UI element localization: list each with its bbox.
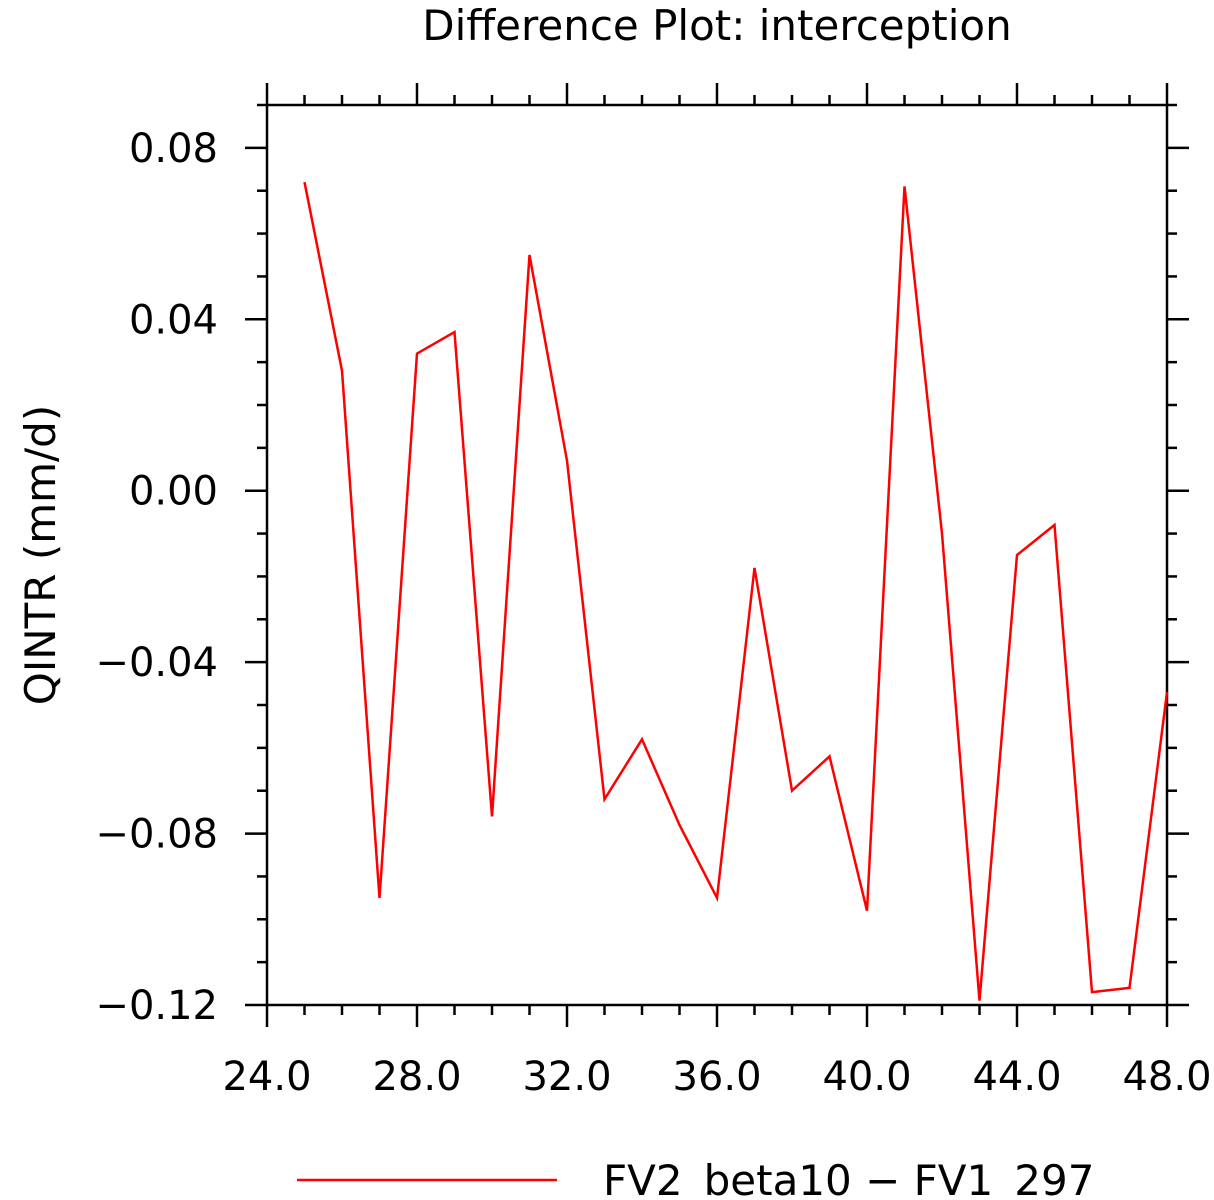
legend-label: FV2_beta10 − FV1_297: [603, 1156, 1094, 1200]
x-tick-label: 28.0: [372, 1054, 461, 1100]
x-tick-label: 24.0: [222, 1054, 311, 1100]
legend: FV2_beta10 − FV1_297: [297, 1156, 1094, 1200]
x-tick-labels: 24.0 28.0 32.0 36.0 40.0 44.0 48.0: [222, 1054, 1211, 1100]
y-tick-label: 0.00: [129, 469, 218, 515]
y-axis-label: QINTR (mm/d): [16, 405, 65, 705]
series-line: [303, 181, 1169, 1001]
x-tick-label: 36.0: [672, 1054, 761, 1100]
y-tick-label: −0.12: [95, 983, 218, 1029]
y-tick-label: −0.04: [95, 640, 218, 686]
y-tick-labels: 0.08 0.04 0.00 −0.04 −0.08 −0.12: [95, 126, 218, 1029]
y-tick-label: −0.08: [95, 812, 218, 858]
chart-title: Difference Plot: interception: [422, 1, 1012, 50]
x-tick-label: 44.0: [972, 1054, 1061, 1100]
x-tick-label: 32.0: [522, 1054, 611, 1100]
x-tick-label: 48.0: [1122, 1054, 1211, 1100]
series-group: [303, 181, 1169, 1001]
axis-ticks: [245, 83, 1189, 1027]
y-tick-label: 0.04: [129, 297, 218, 343]
y-tick-label: 0.08: [129, 126, 218, 172]
x-tick-label: 40.0: [822, 1054, 911, 1100]
